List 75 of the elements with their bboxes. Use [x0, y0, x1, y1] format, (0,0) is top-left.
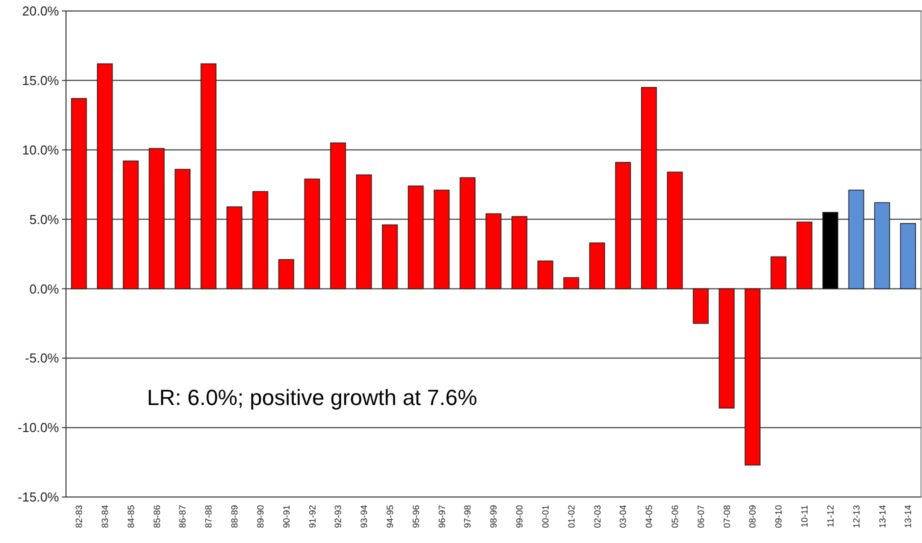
x-tick-label: 12-13 — [851, 505, 862, 528]
bar — [434, 190, 450, 290]
bar — [848, 190, 864, 290]
bar — [96, 63, 113, 290]
bar — [460, 177, 476, 290]
bar — [900, 223, 916, 290]
bar — [718, 288, 735, 409]
x-tick-label: 98-99 — [488, 505, 499, 528]
bar — [874, 202, 890, 290]
bar — [511, 216, 528, 290]
x-tick-label: 94-95 — [385, 505, 396, 528]
bar — [408, 186, 424, 290]
x-tick-label: 91-92 — [307, 505, 318, 528]
x-tick-label: 06-07 — [696, 505, 706, 528]
x-tick-label: 92-93 — [333, 505, 344, 528]
bar — [486, 213, 502, 290]
bar — [537, 260, 554, 290]
x-tick-label: 13-14 — [877, 505, 888, 528]
bar — [382, 224, 398, 290]
x-tick-label: 10-11 — [800, 505, 810, 528]
x-tick-label: 07-08 — [722, 505, 732, 528]
bar — [563, 277, 580, 290]
bar — [770, 256, 786, 290]
x-tick-label: 97-98 — [462, 505, 473, 528]
bar — [122, 160, 139, 290]
x-tick-label: 87-88 — [204, 505, 214, 528]
x-tick-label: 90-91 — [281, 505, 292, 528]
x-tick-label: 83-84 — [100, 505, 110, 528]
bar — [226, 206, 242, 290]
bar — [148, 148, 165, 290]
x-tick-label: 09-10 — [774, 505, 784, 528]
bar — [356, 174, 372, 290]
bar — [330, 142, 346, 290]
bar — [822, 212, 838, 290]
x-tick-label: 00-01 — [540, 505, 550, 528]
x-tick-label: 02-03 — [592, 505, 602, 528]
bar — [615, 162, 631, 290]
x-tick-label: 89-90 — [255, 505, 266, 528]
y-tick-label: 20.0% — [22, 4, 60, 19]
x-tick-label: 88-89 — [230, 505, 240, 528]
annotation: LR: 6.0%; positive growth at 7.6% — [147, 385, 478, 410]
y-tick-label: 0.0% — [29, 281, 60, 296]
bar — [589, 242, 606, 290]
bar — [692, 288, 709, 324]
bar — [252, 191, 268, 290]
bar — [796, 222, 812, 290]
bar — [278, 259, 294, 290]
bar — [641, 86, 657, 290]
x-tick-label: 86-87 — [178, 505, 188, 528]
bar — [666, 172, 683, 290]
bar — [744, 288, 761, 466]
y-tick-label: 15.0% — [22, 72, 60, 88]
y-tick-label: 5.0% — [29, 212, 60, 227]
y-tick-label: 10.0% — [22, 142, 60, 158]
x-tick-label: 93-94 — [359, 505, 370, 528]
bar — [200, 63, 216, 290]
bar — [174, 168, 191, 290]
bar — [304, 178, 320, 290]
y-tick-label: -15.0% — [18, 490, 60, 505]
x-tick-label: 85-86 — [152, 505, 162, 528]
x-tick-label: 08-09 — [748, 505, 758, 528]
x-tick-label: 11-12 — [825, 505, 836, 528]
x-tick-label: 99-00 — [514, 505, 525, 528]
y-tick-label: -5.0% — [25, 350, 60, 366]
x-tick-label: 05-06 — [670, 505, 680, 528]
x-tick-label: 13-14 — [903, 505, 914, 528]
x-tick-label: 03-04 — [618, 505, 628, 528]
bar — [71, 98, 87, 290]
y-tick-label: -10.0% — [18, 420, 60, 436]
x-tick-label: 01-02 — [566, 505, 576, 528]
x-tick-label: 84-85 — [126, 505, 136, 528]
x-tick-label: 04-05 — [644, 505, 654, 528]
x-tick-label: 95-96 — [410, 505, 421, 528]
x-tick-label: 82-83 — [74, 505, 84, 528]
x-tick-label: 96-97 — [436, 505, 447, 528]
